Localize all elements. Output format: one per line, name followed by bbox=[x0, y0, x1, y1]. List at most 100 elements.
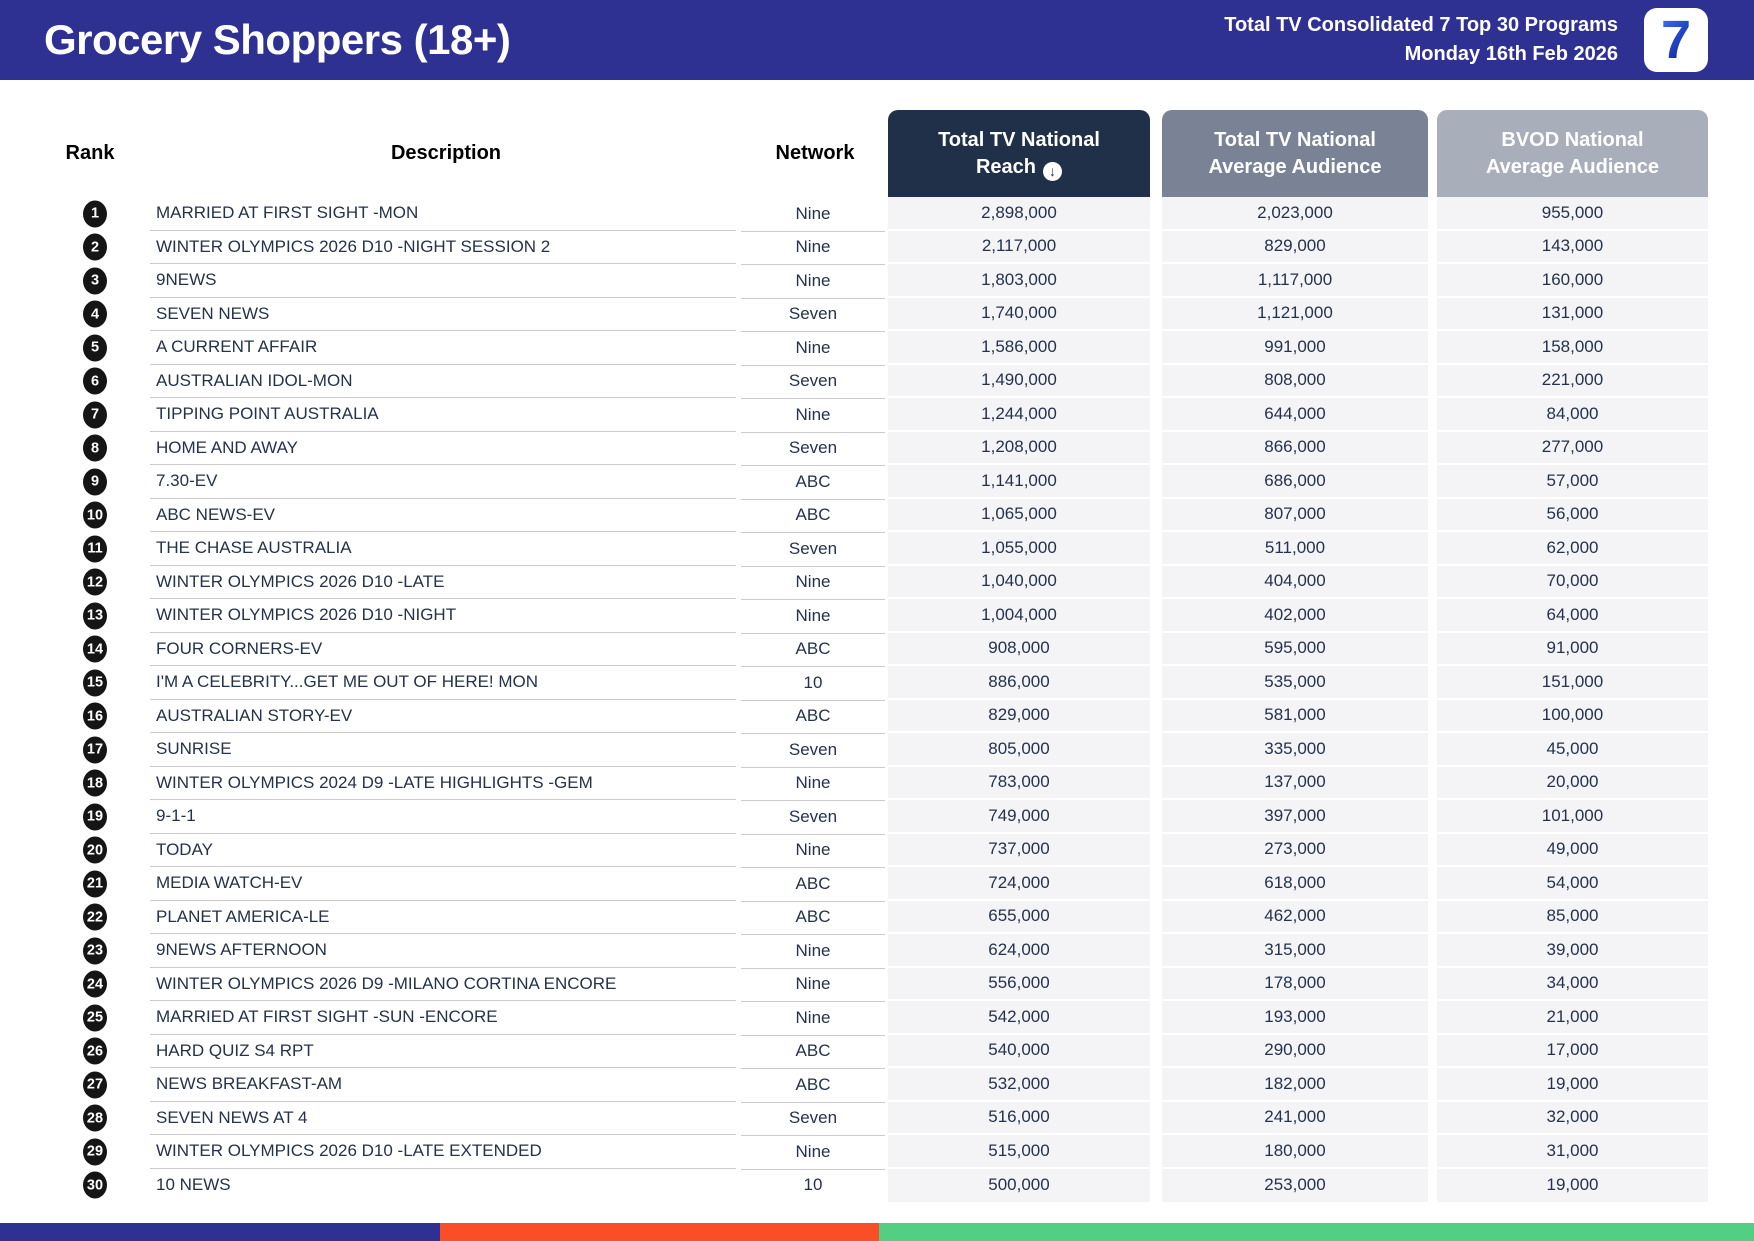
rank-badge: 16 bbox=[83, 702, 107, 730]
table-row: 22 PLANET AMERICA-LE ABC 655,000 462,000 85,0… bbox=[0, 900, 1754, 935]
rank-badge: 1 bbox=[83, 200, 107, 228]
rank-badge: 24 bbox=[83, 970, 107, 998]
table-row: 15 I'M A CELEBRITY...GET ME OUT OF HERE! … bbox=[0, 666, 1754, 701]
table-row: 21 MEDIA WATCH-EV ABC 724,000 618,000 54,000 bbox=[0, 867, 1754, 902]
rank-badge: 15 bbox=[83, 669, 107, 697]
total-tv-reach-value: 908,000 bbox=[888, 632, 1150, 666]
bvod-average-audience-value: 151,000 bbox=[1437, 666, 1708, 700]
program-description: 9NEWS AFTERNOON bbox=[150, 934, 736, 968]
total-tv-average-audience-value: 991,000 bbox=[1162, 331, 1428, 365]
table-row: 16 AUSTRALIAN STORY-EV ABC 829,000 581,000 10… bbox=[0, 699, 1754, 734]
total-tv-average-audience-value: 182,000 bbox=[1162, 1068, 1428, 1102]
program-description: NEWS BREAKFAST-AM bbox=[150, 1068, 736, 1102]
column-header-total-tv-average-audience: Total TV National Average Audience bbox=[1162, 110, 1428, 197]
rank-badge: 11 bbox=[83, 535, 107, 563]
total-tv-reach-value: 532,000 bbox=[888, 1068, 1150, 1102]
total-tv-reach-value: 515,000 bbox=[888, 1135, 1150, 1169]
total-tv-average-audience-value: 253,000 bbox=[1162, 1168, 1428, 1202]
rank-badge: 17 bbox=[83, 736, 107, 764]
rank-badge: 20 bbox=[83, 836, 107, 864]
program-description: TIPPING POINT AUSTRALIA bbox=[150, 398, 736, 432]
total-tv-average-audience-value: 618,000 bbox=[1162, 867, 1428, 901]
bvod-average-audience-value: 100,000 bbox=[1437, 699, 1708, 733]
network-name: Seven bbox=[741, 432, 885, 466]
program-description: 9-1-1 bbox=[150, 800, 736, 834]
network-name: ABC bbox=[741, 633, 885, 667]
program-description: FOUR CORNERS-EV bbox=[150, 633, 736, 666]
total-tv-reach-value: 500,000 bbox=[888, 1168, 1150, 1202]
table-row: 13 WINTER OLYMPICS 2026 D10 -NIGHT Nine 1,0… bbox=[0, 599, 1754, 634]
rank-badge: 3 bbox=[83, 267, 107, 295]
network-name: Seven bbox=[741, 298, 885, 332]
bvod-average-audience-value: 20,000 bbox=[1437, 766, 1708, 800]
program-description: WINTER OLYMPICS 2026 D9 -MILANO CORTINA … bbox=[150, 968, 736, 1001]
total-tv-reach-value: 1,803,000 bbox=[888, 264, 1150, 298]
table-row: 28 SEVEN NEWS AT 4 Seven 516,000 241,000 32,0… bbox=[0, 1101, 1754, 1136]
table-row: 7 TIPPING POINT AUSTRALIA Nine 1,244,000 644… bbox=[0, 398, 1754, 433]
table-row: 12 WINTER OLYMPICS 2026 D10 -LATE Nine 1,04… bbox=[0, 565, 1754, 600]
network-name: Nine bbox=[741, 767, 885, 801]
program-description: WINTER OLYMPICS 2026 D10 -NIGHT bbox=[150, 599, 736, 633]
total-tv-reach-value: 1,055,000 bbox=[888, 532, 1150, 566]
table-row: 11 THE CHASE AUSTRALIA Seven 1,055,000 511,0… bbox=[0, 532, 1754, 567]
rank-badge: 19 bbox=[83, 803, 107, 831]
bvod-average-audience-value: 19,000 bbox=[1437, 1168, 1708, 1202]
bvod-average-audience-value: 101,000 bbox=[1437, 800, 1708, 834]
total-tv-average-audience-value: 315,000 bbox=[1162, 934, 1428, 968]
rank-badge: 27 bbox=[83, 1071, 107, 1099]
column-header-total-tv-reach[interactable]: Total TV National Reach ↓ bbox=[888, 110, 1150, 197]
table-row: 3 9NEWS Nine 1,803,000 1,117,000 160,000 bbox=[0, 264, 1754, 299]
network-name: Nine bbox=[741, 1135, 885, 1170]
bvod-average-audience-value: 49,000 bbox=[1437, 833, 1708, 867]
table-row: 6 AUSTRALIAN IDOL-MON Seven 1,490,000 808,00… bbox=[0, 364, 1754, 399]
total-tv-average-audience-value: 686,000 bbox=[1162, 465, 1428, 499]
rank-badge: 18 bbox=[83, 769, 107, 797]
table-row: 5 A CURRENT AFFAIR Nine 1,586,000 991,000 158… bbox=[0, 331, 1754, 366]
network-name: Nine bbox=[741, 398, 885, 433]
network-name: Nine bbox=[741, 968, 885, 1002]
bvod-average-audience-value: 277,000 bbox=[1437, 431, 1708, 465]
total-tv-reach-value: 886,000 bbox=[888, 666, 1150, 700]
total-tv-reach-value: 2,898,000 bbox=[888, 197, 1150, 231]
total-tv-average-audience-value: 193,000 bbox=[1162, 1001, 1428, 1035]
total-tv-reach-value: 805,000 bbox=[888, 733, 1150, 767]
bvod-average-audience-value: 45,000 bbox=[1437, 733, 1708, 767]
total-tv-reach-value: 1,244,000 bbox=[888, 398, 1150, 432]
table-row: 1 MARRIED AT FIRST SIGHT -MON Nine 2,898,00… bbox=[0, 197, 1754, 232]
total-tv-average-audience-value: 807,000 bbox=[1162, 498, 1428, 532]
total-tv-reach-value: 624,000 bbox=[888, 934, 1150, 968]
program-description: SEVEN NEWS bbox=[150, 298, 736, 331]
program-description: AUSTRALIAN STORY-EV bbox=[150, 700, 736, 733]
total-tv-reach-value: 737,000 bbox=[888, 833, 1150, 867]
total-tv-average-audience-value: 402,000 bbox=[1162, 599, 1428, 633]
table-row: 20 TODAY Nine 737,000 273,000 49,000 bbox=[0, 833, 1754, 868]
program-description: WINTER OLYMPICS 2026 D10 -NIGHT SESSION … bbox=[150, 231, 736, 264]
bvod-average-audience-value: 32,000 bbox=[1437, 1101, 1708, 1135]
sort-descending-icon[interactable]: ↓ bbox=[1043, 161, 1063, 181]
network-name: Nine bbox=[741, 934, 885, 969]
program-description: THE CHASE AUSTRALIA bbox=[150, 532, 736, 566]
program-description: 10 NEWS bbox=[156, 1175, 231, 1195]
page-title: Grocery Shoppers (18+) bbox=[44, 16, 511, 63]
total-tv-average-audience-value: 644,000 bbox=[1162, 398, 1428, 432]
bvod-average-audience-value: 39,000 bbox=[1437, 934, 1708, 968]
program-description: 9NEWS bbox=[150, 264, 736, 298]
bvod-average-audience-value: 57,000 bbox=[1437, 465, 1708, 499]
network-name: Seven bbox=[741, 365, 885, 399]
program-description: I'M A CELEBRITY...GET ME OUT OF HERE! MO… bbox=[150, 666, 736, 700]
network-name: 10 bbox=[803, 1175, 823, 1195]
total-tv-reach-value: 829,000 bbox=[888, 699, 1150, 733]
rank-badge: 26 bbox=[83, 1037, 107, 1065]
total-tv-reach-value: 540,000 bbox=[888, 1034, 1150, 1068]
total-tv-average-audience-value: 2,023,000 bbox=[1162, 197, 1428, 231]
reach-header-line2: Reach ↓ bbox=[976, 154, 1063, 181]
bvod-header-line2: Average Audience bbox=[1485, 155, 1660, 178]
program-description: WINTER OLYMPICS 2026 D10 -LATE bbox=[150, 566, 736, 599]
total-tv-reach-value: 749,000 bbox=[888, 800, 1150, 834]
program-description: HARD QUIZ S4 RPT bbox=[150, 1035, 736, 1068]
footer-bar-segment-orange bbox=[440, 1223, 879, 1241]
total-tv-average-audience-value: 462,000 bbox=[1162, 900, 1428, 934]
rank-badge: 23 bbox=[83, 937, 107, 965]
bvod-average-audience-value: 21,000 bbox=[1437, 1001, 1708, 1035]
bvod-average-audience-value: 131,000 bbox=[1437, 297, 1708, 331]
